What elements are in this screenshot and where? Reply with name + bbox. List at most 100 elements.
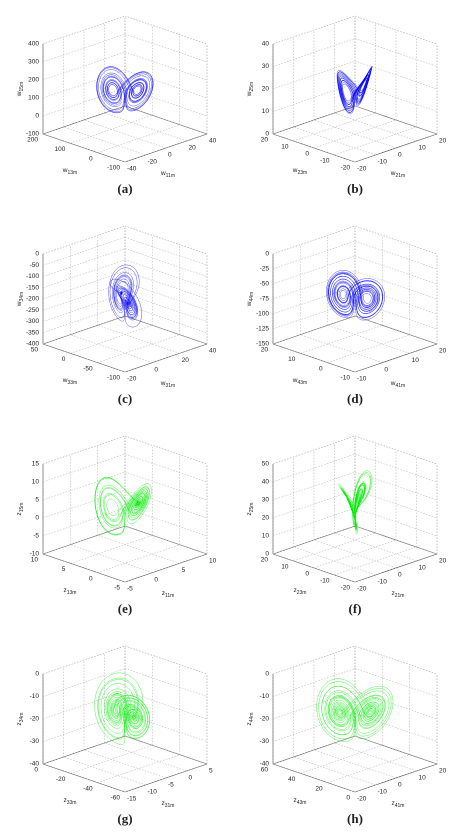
left-tick-label: 20 [261,347,269,354]
grid-line [272,270,356,300]
right-tick-label: 10 [419,565,427,572]
caption: (e) [118,601,132,616]
right-axis-label: w21m [390,170,405,180]
z-axis-label-sub: 44m [249,713,255,723]
grid-line [327,325,410,354]
left-tick-label: 10 [31,557,39,564]
right-tick-label: 40 [209,138,217,145]
left-tick-label: 5 [62,566,66,573]
left-axis-label-sub: 13m [67,170,77,176]
z-tick-label: -50 [30,262,40,269]
z-axis-label-sub: 15m [19,82,25,92]
trajectory [326,270,385,321]
right-axis-label-main: w [160,380,166,387]
z-tick-label: -30 [260,738,270,745]
z-tick-label: 0 [35,671,39,678]
z-tick-label: -100 [26,131,39,138]
left-tick-label: 0 [89,575,93,582]
grid-line [124,87,208,117]
grid-line [124,507,208,537]
z-axis-label: z25m [246,503,256,516]
right-tick-label: 0 [398,782,402,789]
trajectory [108,264,142,328]
left-axis-label: w13m [62,167,77,177]
z-axis-label: w25m [246,82,256,97]
left-axis-label-main: z [294,797,297,804]
panel: -100 0 100 200 300 400 200 100 0 -100 -40 -20 0 20 40 w… [16,15,217,196]
left-axis-label-sub: 13m [67,590,77,596]
right-axis-label-sub: 41m [395,803,405,809]
left-tick-label: -10 [320,578,330,585]
grid-line [42,471,126,501]
grid-line [42,507,126,537]
right-tick-label: 0 [154,576,158,583]
z-tick-label: -150 [256,341,269,348]
caption: (c) [118,391,132,406]
z-tick-label: 0 [265,551,269,558]
z-tick-label: 10 [32,479,40,486]
grid-line [313,539,397,569]
left-axis-label-sub: 23m [297,170,307,176]
z-tick-label: 5 [35,497,39,504]
grid-line [293,126,376,156]
z-tick-label: 30 [262,497,270,504]
right-tick-label: -5 [168,782,174,789]
grid-line [42,15,126,45]
right-axis-label-main: z [162,590,165,597]
grid-line [272,225,356,255]
right-axis-label-main: z [162,800,165,807]
grid-line [354,713,438,742]
left-tick-label: -60 [111,795,121,802]
z-tick-label: 40 [262,41,270,48]
z-tick-label: -200 [26,296,39,303]
right-axis-label-sub: 11m [165,593,174,599]
trajectory [338,470,373,534]
grid-line [42,763,126,793]
trajectory [94,672,151,745]
right-axis-label-main: z [392,590,395,597]
grid-line [124,259,208,288]
left-axis-label: z33m [64,797,77,807]
left-axis-label-main: z [64,587,67,594]
grid-line [124,435,208,465]
right-tick-label: -40 [127,166,137,173]
grid-line [97,535,180,564]
right-tick-label: 20 [439,138,447,145]
grid-line [334,532,417,562]
grid-line [124,248,208,277]
grid-line [272,763,356,793]
grid-line [300,325,383,354]
grid-line [97,754,180,783]
grid-line [124,69,208,99]
grid-line [124,304,208,333]
left-axis-label-main: z [294,587,297,594]
z-tick-label: 0 [265,131,269,138]
grid-line [42,315,126,345]
grid-line [42,270,126,300]
grid-line [124,525,208,555]
left-tick-label: -5 [114,585,120,592]
z-tick-label: 0 [35,251,39,258]
z-tick-label: 100 [28,95,39,102]
z-axis-label-sub: 25m [249,503,255,513]
right-tick-label: 20 [439,348,447,355]
grid-line [42,282,126,311]
right-tick-label: -10 [378,159,388,166]
grid-line [42,293,126,322]
z-axis-label-sub: 34m [19,713,25,723]
left-tick-label: 0 [305,151,309,158]
left-tick-label: -100 [107,375,120,382]
z-tick-label: -50 [260,281,270,288]
right-axis-label-sub: 21m [395,593,405,599]
grid-line [124,645,208,675]
grid-line [124,105,208,135]
grid-line [124,453,208,483]
caption: (h) [347,811,363,826]
z-tick-label: 30 [262,63,270,70]
z-tick-label: 0 [35,113,39,120]
z-tick-label: 40 [262,479,270,486]
left-tick-label: -20 [341,165,351,172]
grid-line [124,225,208,255]
